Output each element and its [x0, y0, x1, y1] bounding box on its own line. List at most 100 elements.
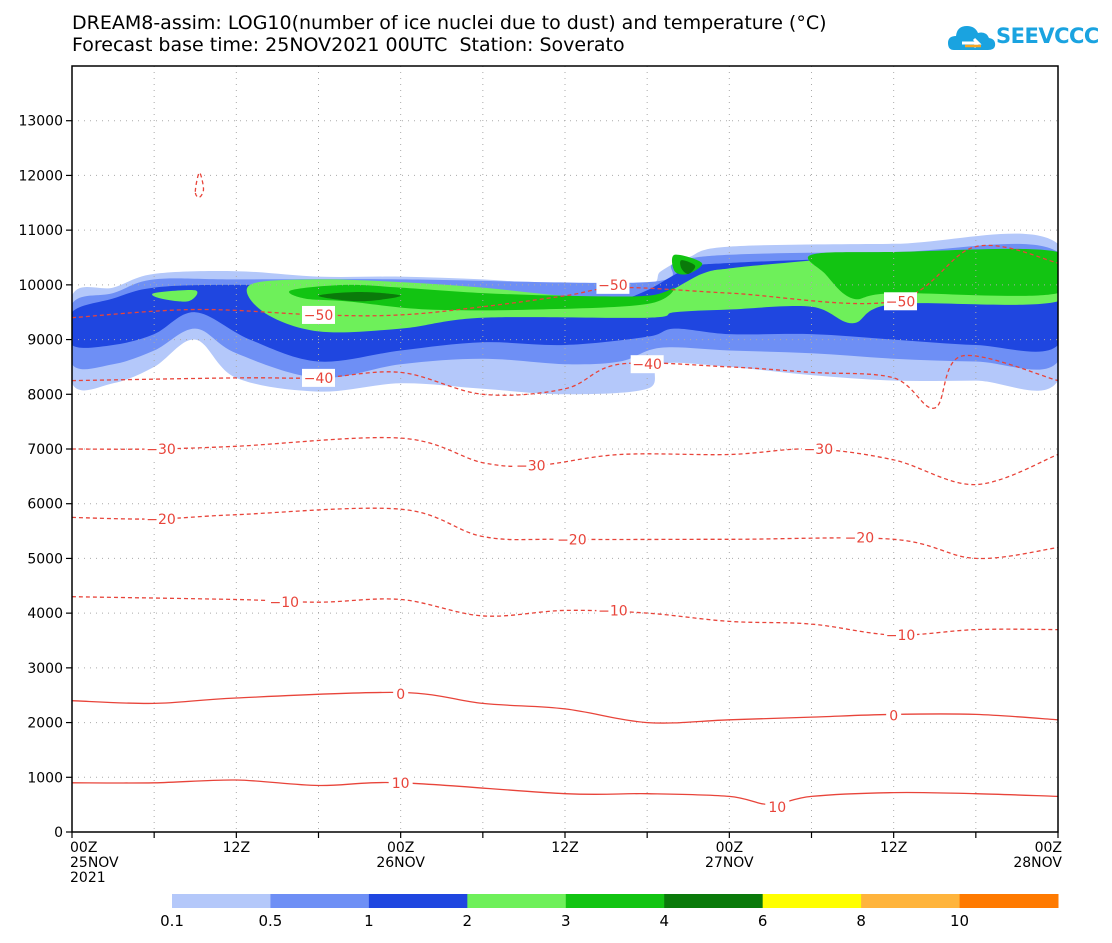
- temperature-label: −50: [598, 278, 628, 294]
- temperature-label: 0: [396, 687, 405, 703]
- x-tick-label: 12Z: [880, 840, 907, 856]
- y-tick-label: 7000: [27, 442, 63, 458]
- y-tick-label: 11000: [18, 223, 63, 239]
- x-tick-label: 26NOV: [376, 855, 425, 871]
- temperature-label: 0: [889, 708, 898, 724]
- temperature-label: −30: [804, 442, 834, 458]
- colorbar-swatch: [172, 894, 271, 908]
- temperature-label-bg: [144, 510, 178, 529]
- colorbar-label: 2: [463, 912, 473, 930]
- temperature-label: 10: [768, 800, 786, 816]
- logo-text: SEEVCCC: [996, 24, 1099, 48]
- colorbar-swatch: [959, 894, 1059, 908]
- temperature-label-bg: [801, 440, 835, 458]
- ice-nuclei-region-5: [289, 284, 675, 311]
- x-tick-label: 27NOV: [705, 855, 754, 871]
- colorbar-swatch: [368, 894, 468, 908]
- x-tick-label: 00Z: [387, 840, 414, 856]
- temperature-label: −50: [304, 308, 334, 324]
- ice-nuclei-region-7: [807, 248, 1058, 300]
- x-tick-label: 12Z: [551, 840, 578, 856]
- y-tick-label: 8000: [27, 387, 63, 403]
- temperature-label: −50: [886, 294, 916, 310]
- ice-nuclei-filled-contours: [72, 233, 1058, 395]
- temperature-label: −10: [269, 595, 299, 611]
- colorbar-swatch: [467, 894, 567, 908]
- y-tick-label: 0: [54, 825, 63, 841]
- temperature-contour--20: [72, 507, 1058, 560]
- y-tick-label: 6000: [27, 497, 63, 513]
- x-tick-label: 2021: [70, 870, 106, 886]
- ice-nuclei-region-8: [318, 292, 401, 302]
- cloud-icon: [948, 26, 996, 50]
- temperature-label-bg: [765, 797, 790, 816]
- colorbar-label: 8: [856, 912, 866, 930]
- temperature-contour-10: [72, 779, 1058, 806]
- ice-nuclei-region-9: [680, 260, 696, 274]
- colorbar-swatch: [762, 894, 862, 908]
- y-tick-label: 9000: [27, 333, 63, 349]
- axes: 0100020003000400050006000700080009000100…: [18, 114, 1062, 886]
- x-tick-label: 25NOV: [70, 855, 119, 871]
- temperature-label-bg: [302, 305, 335, 324]
- temperature-label-bg: [302, 368, 335, 387]
- temperature-label: −30: [146, 442, 176, 458]
- x-tick-label: 00Z: [70, 840, 97, 856]
- colorbar-label: 10: [950, 912, 969, 930]
- y-tick-label: 10000: [18, 278, 63, 294]
- colorbar-swatch: [664, 894, 764, 908]
- temperature-label: −30: [516, 458, 546, 474]
- temperature-label: −10: [886, 628, 916, 644]
- y-tick-label: 3000: [27, 661, 63, 677]
- temperature-label: −40: [632, 357, 662, 373]
- grid-lines: [72, 66, 1058, 832]
- temperature-label-bg: [267, 593, 301, 612]
- temperature-contour--50: [194, 172, 205, 199]
- colorbar-label: 1: [364, 912, 374, 930]
- chart-title: DREAM8-assim: LOG10(number of ice nuclei…: [72, 12, 827, 56]
- temperature-label-bg: [144, 440, 178, 458]
- colorbar: 0.1 0.5 1 2 3 4 6 8 10: [160, 894, 1059, 930]
- x-tick-label: 12Z: [223, 840, 250, 856]
- temperature-label-bg: [514, 456, 548, 475]
- temperature-label-bg: [842, 528, 876, 547]
- temperature-label: −20: [845, 531, 875, 547]
- y-tick-label: 12000: [18, 168, 63, 184]
- y-tick-label: 13000: [18, 114, 63, 130]
- temperature-label-bg: [596, 601, 630, 620]
- colorbar-swatch: [565, 894, 665, 908]
- colorbar-label: 3: [561, 912, 571, 930]
- y-tick-label: 4000: [27, 606, 63, 622]
- temperature-label: −20: [557, 532, 587, 548]
- temperature-label-bg: [886, 706, 902, 725]
- ice-nuclei-region-3: [152, 289, 198, 302]
- y-tick-label: 1000: [27, 770, 63, 786]
- chart-title-line2: Forecast base time: 25NOV2021 00UTC Stat…: [72, 34, 625, 56]
- colorbar-label: 6: [758, 912, 768, 930]
- temperature-label: −40: [304, 371, 334, 387]
- temperature-label-bg: [555, 530, 589, 549]
- temperature-label: −20: [146, 512, 176, 528]
- colorbar-swatch: [270, 894, 370, 908]
- colorbar-label: 4: [659, 912, 669, 930]
- x-tick-label: 28NOV: [1013, 855, 1062, 871]
- temperature-label-bg: [884, 626, 918, 645]
- temperature-contour--50: [72, 244, 1058, 319]
- temperature-label-bg: [630, 355, 664, 374]
- temperature-labels: −50 −50 −50 −40 −40 −30 −30 −30 −20 −20 −20 −10 −10 −…: [144, 275, 918, 816]
- temperature-label: 10: [392, 776, 410, 792]
- x-tick-label: 00Z: [716, 840, 743, 856]
- colorbar-label: 0.5: [259, 912, 283, 930]
- temperature-label-bg: [596, 275, 630, 294]
- y-tick-label: 2000: [27, 716, 63, 732]
- colorbar-label: 0.1: [160, 912, 184, 930]
- y-tick-label: 5000: [27, 551, 63, 567]
- temperature-label-bg: [388, 773, 413, 792]
- colorbar-swatch: [861, 894, 961, 908]
- temperature-contour--30: [72, 436, 1058, 486]
- chart-title-line1: DREAM8-assim: LOG10(number of ice nuclei…: [72, 12, 827, 34]
- temperature-label-bg: [884, 292, 918, 311]
- temperature-label-bg: [393, 685, 409, 704]
- x-tick-label: 00Z: [1035, 840, 1062, 856]
